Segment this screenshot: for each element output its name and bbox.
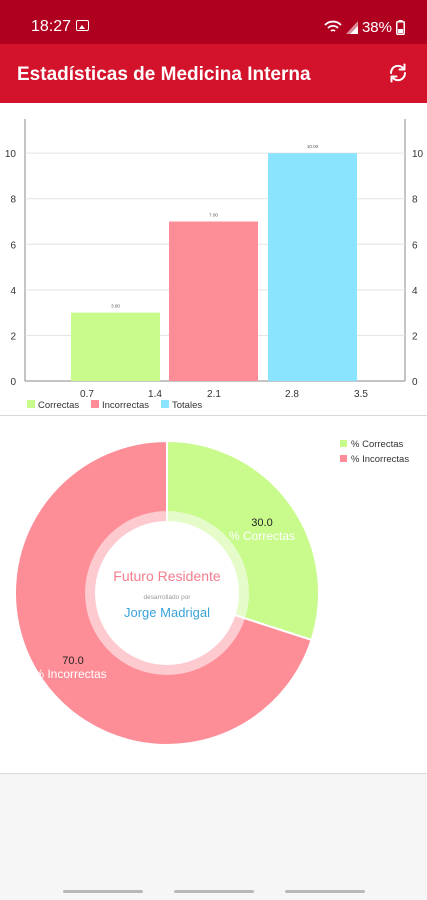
bar [71, 312, 160, 381]
donut-chart: Futuro Residente desarrollado por Jorge … [14, 439, 409, 746]
donut-chart-panel: Futuro Residente desarrollado por Jorge … [0, 416, 427, 773]
legend-swatch [27, 400, 35, 408]
bar [268, 153, 357, 381]
y-tick-label-right: 4 [412, 286, 418, 297]
legend-label: % Incorrectas [351, 454, 409, 465]
page-title: Estadísticas de Medicina Interna [17, 64, 311, 85]
y-tick-label-right: 6 [412, 240, 418, 251]
battery-icon [396, 19, 405, 35]
slice-category-label: % Correctas [229, 529, 295, 543]
bar [169, 221, 258, 381]
legend-swatch [161, 400, 169, 408]
bar-chart: 0 0 2 2 4 4 6 6 8 8 10 10 3.00 7.00 10.00 0.7 1.4 2.1 2.8 3… [5, 119, 424, 411]
y-tick-label-left: 4 [10, 286, 16, 297]
nav-pill-center[interactable] [174, 890, 254, 893]
y-tick-label-right: 0 [412, 377, 418, 388]
y-tick-label-right: 8 [412, 195, 418, 206]
divider [0, 415, 427, 416]
y-tick-label-left: 0 [10, 377, 16, 388]
nav-pill-left[interactable] [63, 890, 143, 893]
nav-pill-right[interactable] [285, 890, 365, 893]
status-bar: 18:27 38% [0, 0, 427, 44]
app-bar: Estadísticas de Medicina Interna [0, 44, 427, 103]
slice-value-label: 70.0 [62, 655, 83, 667]
legend-label: Correctas [38, 400, 79, 411]
bar-value-label: 3.00 [111, 304, 120, 309]
divider [0, 773, 427, 774]
status-time: 18:27 [31, 18, 72, 35]
legend-swatch [340, 455, 347, 462]
bar-value-label: 10.00 [307, 144, 319, 149]
refresh-icon [389, 63, 407, 83]
y-tick-label-right: 10 [412, 149, 424, 160]
x-tick-label: 2.1 [207, 389, 221, 400]
y-tick-label-left: 8 [10, 195, 16, 206]
center-subtitle: desarrollado por [144, 594, 192, 601]
x-tick-label: 3.5 [354, 389, 368, 400]
y-tick-label-left: 2 [10, 331, 16, 342]
y-tick-label-left: 6 [10, 240, 16, 251]
legend-label: % Correctas [351, 439, 404, 450]
center-author: Jorge Madrigal [124, 605, 210, 620]
center-title: Futuro Residente [113, 568, 221, 584]
y-tick-label-left: 10 [5, 149, 17, 160]
wifi-icon [324, 20, 342, 32]
legend-label: Incorrectas [102, 400, 149, 411]
x-tick-label: 0.7 [80, 389, 94, 400]
refresh-button[interactable] [383, 58, 413, 88]
status-icons: 38% [324, 16, 405, 38]
slice-category-label: % Incorrectas [33, 667, 106, 681]
legend-label: Totales [172, 400, 202, 411]
image-icon [76, 20, 89, 31]
x-tick-label: 2.8 [285, 389, 299, 400]
slice-value-label: 30.0 [251, 517, 272, 529]
y-tick-label-right: 2 [412, 331, 418, 342]
signal-icon [345, 20, 358, 34]
legend-swatch [91, 400, 99, 408]
bar-chart-panel: 0 0 2 2 4 4 6 6 8 8 10 10 3.00 7.00 10.00 0.7 1.4 2.1 2.8 3… [0, 103, 427, 415]
battery-text: 38% [361, 18, 392, 36]
x-tick-label: 1.4 [148, 389, 162, 400]
legend-swatch [340, 440, 347, 447]
bar-value-label: 7.00 [209, 213, 218, 218]
